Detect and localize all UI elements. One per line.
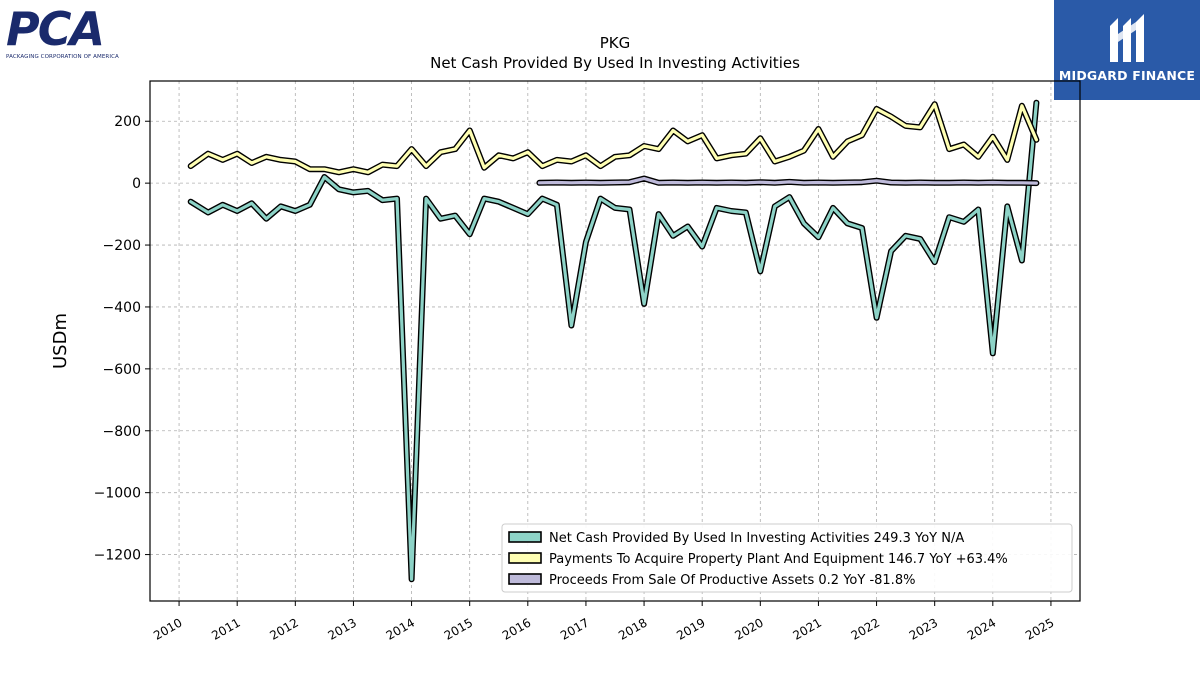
y-tick-label: −200 bbox=[103, 238, 141, 254]
x-tick-label: 2011 bbox=[209, 615, 242, 642]
series-2-line bbox=[537, 176, 1039, 185]
series-0-line bbox=[189, 101, 1039, 581]
y-tick-label: 0 bbox=[132, 176, 141, 192]
x-tick-label: 2024 bbox=[965, 615, 998, 642]
y-tick-label: −1000 bbox=[94, 486, 141, 502]
x-tick-label: 2010 bbox=[151, 615, 184, 642]
legend-swatch-1 bbox=[508, 552, 542, 564]
series-layer bbox=[187, 99, 1040, 583]
chart-title: PKG bbox=[600, 34, 631, 52]
x-tick-label: 2025 bbox=[1023, 615, 1056, 642]
y-tick-label: −600 bbox=[103, 362, 141, 378]
y-tick-label: −1200 bbox=[94, 548, 141, 564]
pca-logo-subtext: PACKAGING CORPORATION OF AMERICA bbox=[6, 54, 119, 60]
x-tick-label: 2019 bbox=[674, 615, 707, 642]
legend-label-0: Net Cash Provided By Used In Investing A… bbox=[549, 531, 964, 546]
x-tick-label: 2023 bbox=[907, 615, 940, 642]
x-tick-label: 2013 bbox=[325, 615, 358, 642]
plot-frame bbox=[149, 80, 1081, 602]
x-tick-label: 2015 bbox=[442, 615, 475, 642]
x-tick-label: 2020 bbox=[732, 615, 765, 642]
midgard-logo-text: MIDGARD FINANCE bbox=[1058, 68, 1196, 83]
midgard-logo-icon bbox=[1110, 14, 1144, 62]
pca-logo: PCA PACKAGING CORPORATION OF AMERICA bbox=[6, 2, 119, 62]
legend: Net Cash Provided By Used In Investing A… bbox=[501, 523, 1073, 593]
x-tick-label: 2021 bbox=[790, 615, 823, 642]
y-axis-label: USDm bbox=[50, 313, 71, 369]
legend-label-2: Proceeds From Sale Of Productive Assets … bbox=[549, 573, 915, 588]
x-tick-label: 2016 bbox=[500, 615, 533, 642]
series-1-outline bbox=[187, 101, 1040, 176]
pca-logo-text: PCA bbox=[6, 2, 105, 56]
x-tick-label: 2022 bbox=[849, 615, 882, 642]
legend-label-1: Payments To Acquire Property Plant And E… bbox=[549, 552, 1008, 567]
y-tick-label: 200 bbox=[114, 114, 141, 130]
legend-box bbox=[501, 523, 1073, 593]
x-tick-label: 2014 bbox=[384, 615, 417, 642]
legend-swatch-2 bbox=[508, 573, 542, 585]
x-tick-label: 2018 bbox=[616, 615, 649, 642]
legend-swatch-0 bbox=[508, 531, 542, 543]
series-0-outline bbox=[187, 99, 1040, 583]
midgard-finance-logo: MIDGARD FINANCE bbox=[1054, 0, 1200, 100]
y-tick-label: −800 bbox=[103, 424, 141, 440]
x-tick-label: 2012 bbox=[267, 615, 300, 642]
y-tick-label: −400 bbox=[103, 300, 141, 316]
series-1-line bbox=[189, 102, 1039, 174]
chart-subtitle: Net Cash Provided By Used In Investing A… bbox=[430, 54, 800, 72]
x-tick-label: 2017 bbox=[558, 615, 591, 642]
